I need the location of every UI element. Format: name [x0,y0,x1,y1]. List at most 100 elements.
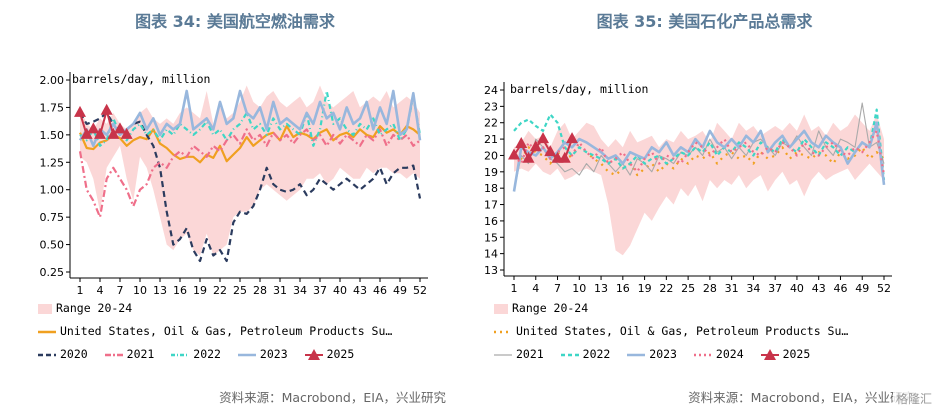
legend-item-us: United States, Oil & Gas, Petroleum Prod… [38,323,392,339]
x-tick-label: 7 [117,284,124,297]
legend-item-2022: 2022 [171,346,221,362]
y-tick-label: 17 [484,199,498,212]
legend-label: 2021 [516,347,544,361]
line-swatch-icon [693,353,712,356]
x-tick-label: 46 [833,282,847,295]
legend-item-2022: 2022 [560,346,611,362]
series-line-y2021 [78,128,421,219]
legend-label: 2022 [193,347,221,361]
x-tick-label: 4 [532,282,539,295]
line-swatch-icon [38,330,56,333]
x-tick-label: 19 [193,284,207,297]
chart-title: 图表 35: 美国石化产品总需求 [596,12,813,31]
y-tick-label: 18 [484,182,498,195]
y-tick-label: 20 [484,149,498,162]
x-tick-label: 43 [812,282,826,295]
y-tick-label: 1.25 [40,156,65,169]
y-tick-label: 1.50 [40,129,65,142]
line-swatch-icon [171,353,190,356]
legend-item-2020: 2020 [38,346,88,362]
point-marker-y2025 [120,127,133,139]
x-tick-label: 40 [333,284,347,297]
point-marker-y2025 [94,127,106,139]
jet-fuel-chart: 0.25 0.50 0.75 1.00 1.25 1.50 1.75 2.00 1 4 7 10 13 1… [40,72,428,297]
x-tick-label: 37 [768,282,782,295]
x-tick-label: 28 [703,282,717,295]
legend-item-2024: 2024 [693,346,744,362]
y-tick-label: 0.75 [40,211,65,224]
point-marker-y2025 [529,140,542,152]
unit-label: barrels/day, million [510,82,648,96]
line-swatch-icon [560,353,579,356]
y-tick-label: 13 [484,264,498,277]
point-marker-y2025 [100,103,113,115]
y-tick-label: 24 [484,84,498,97]
x-tick-label: 19 [638,282,652,295]
legend-label: United States, Oil & Gas, Petroleum Prod… [516,324,849,338]
point-marker-y2025 [566,132,579,144]
y-tick-label: 0.50 [40,239,65,252]
y-tick-label: 1.00 [40,184,65,197]
triangle-marker-icon [760,348,779,360]
line-swatch-icon [38,353,56,356]
legend-item-range: Range 20-24 [38,300,132,316]
x-tick-label: 10 [133,284,147,297]
legend-item-range: Range 20-24 [494,300,588,316]
series-line-y2023 [78,89,422,148]
x-tick-label: 13 [594,282,608,295]
x-tick-label: 28 [253,284,267,297]
x-tick-label: 49 [393,284,407,297]
chart-title: 图表 34: 美国航空燃油需求 [135,12,335,31]
line-swatch-icon [494,330,512,333]
point-marker-y2025 [107,127,120,139]
y-tick-label: 23 [484,100,498,113]
y-tick-label: 2.00 [40,74,65,87]
point-marker-y2025 [80,127,93,139]
point-marker-y2025 [558,151,571,163]
x-tick-label: 1 [511,282,518,295]
x-tick-label: 22 [213,284,227,297]
legend-label: 2021 [126,347,155,361]
x-tick-label: 34 [293,284,307,297]
line-swatch-icon [627,353,646,356]
series-line-y2021 [513,102,885,192]
x-tick-label: 16 [616,282,630,295]
y-tick-label: 19 [484,166,498,179]
x-tick-label: 37 [313,284,327,297]
point-marker-y2025 [537,132,550,144]
y-tick-label: 0.25 [40,266,65,279]
legend-label: Range 20-24 [512,301,589,315]
legend-label: 2020 [60,347,88,361]
y-tick-label: 14 [484,248,498,261]
unit-label: barrels/day, million [72,72,210,86]
x-tick-label: 52 [877,282,891,295]
line-swatch-icon [494,353,512,356]
x-tick-label: 31 [725,282,739,295]
x-tick-label: 40 [790,282,804,295]
x-tick-label: 46 [373,284,387,297]
point-marker-y2025 [508,148,520,160]
x-tick-label: 16 [173,284,187,297]
series-line-y2022 [79,89,422,147]
x-tick-label: 4 [97,284,104,297]
x-tick-label: 52 [413,284,427,297]
x-tick-label: 7 [554,282,561,295]
x-tick-label: 31 [273,284,287,297]
point-marker-y2025 [74,105,86,117]
triangle-marker-icon [304,348,323,360]
legend-label: 2023 [259,347,288,361]
y-tick-label: 22 [484,117,498,130]
legend-item-2021: 2021 [104,346,155,362]
legend-label: 2024 [715,347,744,361]
x-tick-label: 43 [353,284,367,297]
x-tick-label: 1 [77,284,84,297]
legend-item-2023: 2023 [627,346,677,362]
legend-label: United States, Oil & Gas, Petroleum Prod… [60,324,393,338]
legend-label: 2022 [582,347,611,361]
x-tick-label: 34 [746,282,760,295]
legend-label: 2025 [326,347,355,361]
chart-panel-jet-fuel: 图表 34: 美国航空燃油需求 0.25 0.50 0.75 1.00 1.25 1.50… [38,12,446,405]
x-tick-label: 22 [659,282,673,295]
watermark: 格隆汇 [892,389,935,408]
